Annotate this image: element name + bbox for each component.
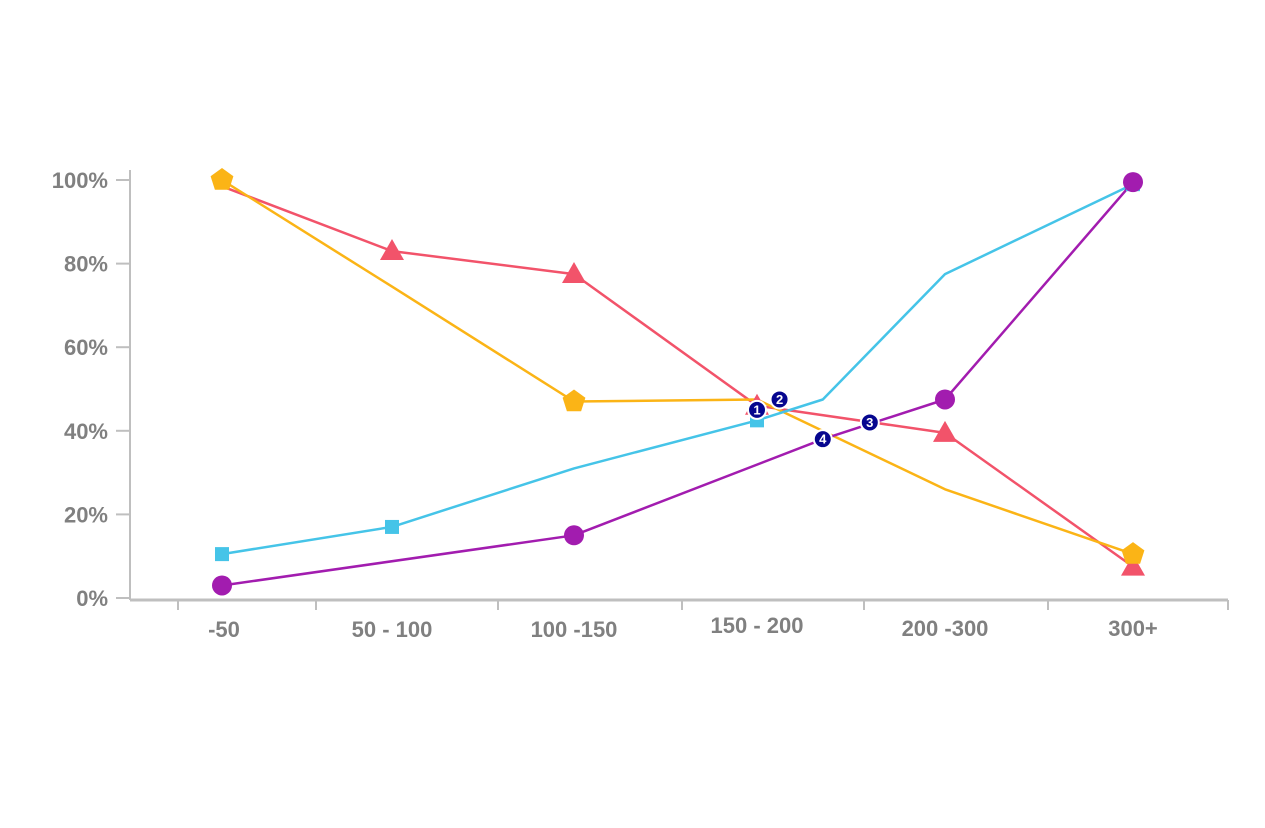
series-line-3: [221, 181, 1134, 587]
annotation-label: 4: [819, 432, 827, 447]
square-marker: [215, 547, 229, 562]
y-tick-label: 100%: [52, 168, 108, 193]
annotation-badge: [769, 389, 790, 410]
series-markers: [210, 168, 1145, 596]
y-tick-label: 20%: [64, 502, 108, 527]
annotation-badge: [812, 429, 833, 450]
y-tick-label: 0%: [76, 586, 108, 611]
x-tick-label: 50 - 100: [352, 617, 433, 642]
series-line-0: [221, 185, 1134, 568]
annotations: 1 2 3 4: [747, 389, 880, 450]
circle-marker: [564, 525, 584, 546]
x-tick-label: 200 -300: [902, 616, 989, 641]
pentagon-marker: [210, 168, 234, 190]
x-tick-label: 100 -150: [531, 617, 618, 642]
circle-marker: [1123, 172, 1143, 193]
series-lines: [221, 178, 1134, 587]
x-tick-label: 300+: [1108, 616, 1158, 641]
annotation-label: 1: [753, 402, 760, 417]
y-tick-label: 60%: [64, 335, 108, 360]
series-line-1: [221, 178, 1134, 556]
x-tick-label: -50: [208, 617, 240, 642]
annotation-badge: [859, 412, 880, 433]
pentagon-marker: [1121, 542, 1145, 564]
axes: 0% 20% 40% 60% 80% 100% -50 50 - 100 100 -150 150…: [52, 168, 1229, 642]
triangle-marker: [380, 239, 404, 261]
annotation-label: 2: [776, 392, 783, 407]
square-marker: [385, 519, 399, 534]
annotation-label: 3: [866, 415, 873, 430]
triangle-marker: [933, 420, 957, 442]
y-tick-label: 80%: [64, 252, 108, 277]
x-tick-label: 150 - 200: [711, 613, 804, 638]
circle-marker: [212, 575, 232, 596]
annotation-badge: [747, 399, 767, 420]
pentagon-marker: [562, 389, 586, 412]
y-tick-label: 40%: [64, 419, 108, 444]
circle-marker: [935, 389, 955, 410]
triangle-marker: [562, 262, 586, 284]
triangle-marker: [1121, 554, 1145, 576]
